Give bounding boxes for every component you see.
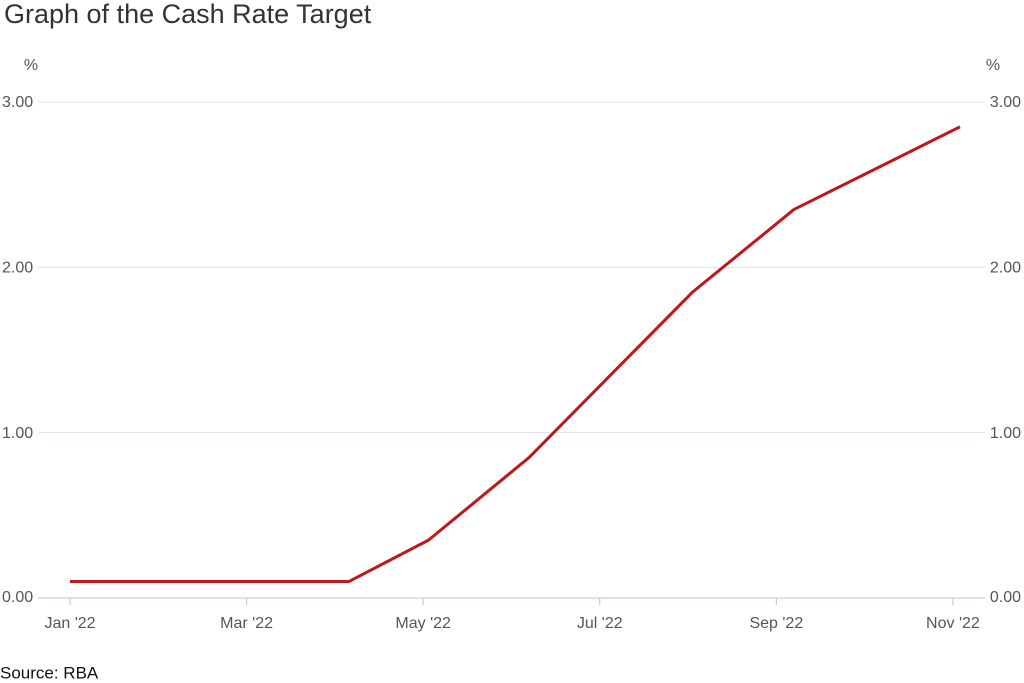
y-tick-label-right: 0.00 <box>990 589 1021 606</box>
x-tick-label: Jul '22 <box>577 615 623 632</box>
source: Source: RBA <box>0 663 99 682</box>
y-tick-label-right: 2.00 <box>990 260 1021 277</box>
y-tick-label-left: 3.00 <box>2 94 33 111</box>
x-tick-label: Mar '22 <box>220 615 273 632</box>
y-unit-right: % <box>986 57 1000 74</box>
x-tick-label: May '22 <box>395 615 451 632</box>
y-tick-label-left: 1.00 <box>2 425 33 442</box>
x-tick-label: Jan '22 <box>44 615 95 632</box>
x-tick-label: Nov '22 <box>926 615 980 632</box>
y-unit-left: % <box>24 57 38 74</box>
chart-title: Graph of the Cash Rate Target <box>4 0 372 29</box>
data-line <box>70 125 961 583</box>
y-tick-label-left: 2.00 <box>2 260 33 277</box>
y-tick-label-left: 0.00 <box>2 589 33 606</box>
y-tick-label-right: 1.00 <box>990 425 1021 442</box>
y-tick-label-right: 3.00 <box>990 94 1021 111</box>
x-tick-label: Sep '22 <box>749 615 803 632</box>
